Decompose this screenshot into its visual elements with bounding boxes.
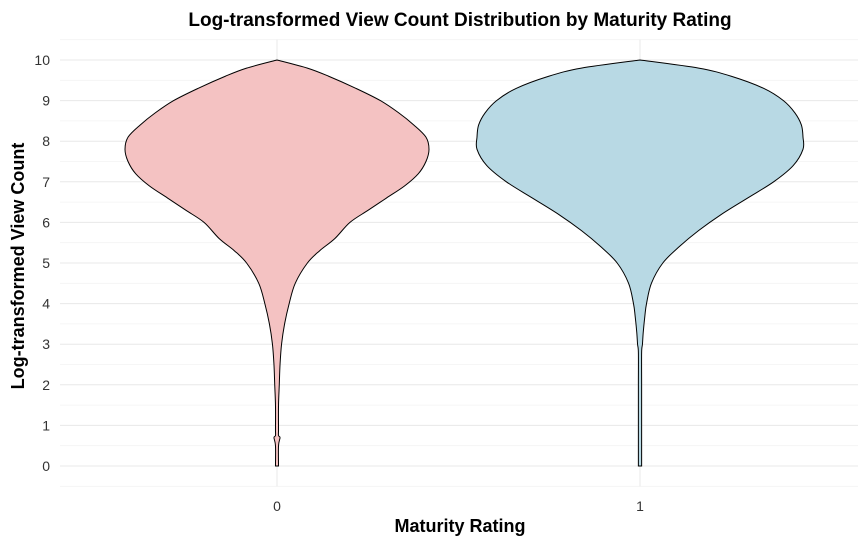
y-tick-label: 4 [42, 296, 50, 312]
x-tick-label: 1 [636, 498, 644, 514]
y-tick-label: 9 [42, 93, 50, 109]
y-tick-label: 3 [42, 336, 50, 352]
chart-title: Log-transformed View Count Distribution … [188, 10, 731, 31]
y-tick-labels: 0 1 2 3 4 5 6 7 8 9 10 [34, 52, 50, 474]
y-tick-label: 6 [42, 214, 50, 230]
x-axis-title: Maturity Rating [394, 516, 525, 536]
y-tick-label: 10 [34, 52, 50, 68]
y-tick-label: 1 [42, 417, 50, 433]
violin-0 [124, 59, 430, 467]
violin-1 [475, 59, 805, 467]
y-tick-label: 2 [42, 377, 50, 393]
y-axis-title: Log-transformed View Count [8, 143, 28, 390]
y-tick-label: 8 [42, 133, 50, 149]
y-tick-label: 7 [42, 174, 50, 190]
y-tick-label: 0 [42, 458, 50, 474]
x-tick-label: 0 [273, 498, 281, 514]
y-tick-label: 5 [42, 255, 50, 271]
violin-layer [124, 59, 805, 467]
